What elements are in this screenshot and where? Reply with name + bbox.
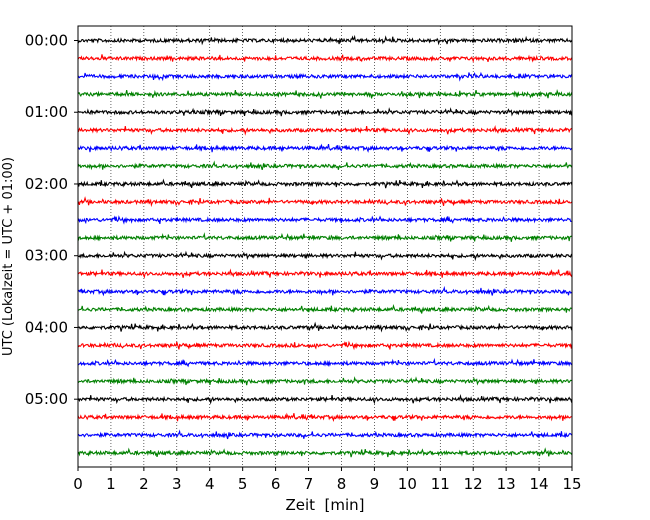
seismogram-trace-13 [77,268,573,279]
x-tick-label: 6 [271,475,281,493]
seismogram-trace-15 [77,303,573,314]
x-tick-label: 10 [398,475,417,493]
seismogram-trace-10 [77,215,573,225]
seismogram-trace-1 [77,54,573,64]
seismogram-trace-0 [77,34,573,46]
y-tick-label: 01:00 [25,103,68,121]
x-tick-label: 5 [238,475,248,493]
seismogram-trace-12 [77,250,573,262]
y-axis-ticks: 00:00 01:00 02:00 03:00 04:00 05:00 [25,32,78,408]
seismogram-trace-17 [77,340,573,351]
x-axis-ticks: 0 1 2 3 4 5 6 7 8 9 10 11 12 13 14 15 [73,467,582,493]
seismogram-trace-7 [77,160,573,171]
x-tick-label: 7 [304,475,314,493]
y-tick-label: 04:00 [25,318,68,336]
y-tick-label: 05:00 [25,390,68,408]
seismogram-trace-18 [77,357,573,368]
x-tick-label: 15 [562,475,581,493]
seismogram-trace-5 [77,124,573,136]
seismogram-traces [77,34,573,458]
grid-lines [110,26,540,467]
seismogram-trace-2 [77,71,573,82]
y-tick-label: 00:00 [25,32,68,50]
seismogram-trace-21 [77,412,573,422]
seismogram-trace-14 [77,285,573,297]
seismogram-trace-4 [77,107,573,117]
y-tick-label: 03:00 [25,247,68,265]
plot-frame [77,25,573,468]
x-tick-label: 2 [139,475,149,493]
x-tick-label: 4 [205,475,215,493]
x-tick-label: 9 [370,475,380,493]
seismogram-trace-11 [77,232,573,242]
seismogram-trace-16 [77,321,573,333]
seismogram-trace-8 [77,178,573,189]
x-tick-label: 8 [337,475,347,493]
x-tick-label: 1 [106,475,116,493]
y-axis-label: UTC (Lokalzeit = UTC + 01:00) [1,157,16,356]
x-tick-label: 3 [172,475,182,493]
seismogram-trace-19 [77,376,573,386]
y-tick-label: 02:00 [25,175,68,193]
x-tick-label: 14 [530,475,549,493]
seismogram-trace-9 [77,196,573,208]
x-axis-label: Zeit [min] [285,496,364,514]
seismogram-trace-6 [77,143,573,153]
x-tick-label: 0 [73,475,83,493]
seismogram-trace-23 [77,447,573,458]
seismogram-trace-22 [77,429,573,440]
x-tick-label: 13 [497,475,516,493]
seismogram-trace-3 [77,88,573,99]
x-tick-label: 12 [464,475,483,493]
seismogram-trace-20 [77,393,573,405]
x-tick-label: 11 [431,475,450,493]
